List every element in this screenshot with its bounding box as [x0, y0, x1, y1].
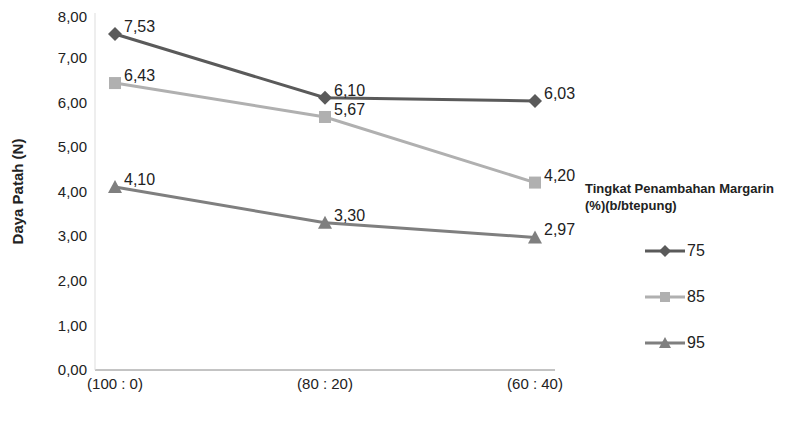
svg-text:2,00: 2,00	[58, 272, 87, 289]
html-text:85: 85	[687, 288, 705, 305]
svg-text:4,00: 4,00	[58, 183, 87, 200]
svg-text:6,10: 6,10	[334, 82, 365, 99]
svg-text:(60 : 40): (60 : 40)	[507, 375, 563, 392]
svg-text:0,00: 0,00	[58, 361, 87, 378]
svg-text:(80 : 20): (80 : 20)	[297, 375, 353, 392]
svg-text:3,30: 3,30	[334, 207, 365, 224]
svg-text:5,67: 5,67	[334, 101, 365, 118]
html-text:95: 95	[687, 334, 705, 351]
svg-text:6,03: 6,03	[544, 85, 575, 102]
html-text:75: 75	[687, 242, 705, 259]
svg-text:Daya Patah (N): Daya Patah (N)	[9, 139, 26, 245]
svg-text:7,53: 7,53	[124, 18, 155, 35]
svg-text:(100 : 0): (100 : 0)	[87, 375, 143, 392]
svg-text:5,00: 5,00	[58, 138, 87, 155]
svg-text:6,00: 6,00	[58, 94, 87, 111]
svg-text:1,00: 1,00	[58, 317, 87, 334]
html-text:Tingkat Penambahan Margarin (%: Tingkat Penambahan Margarin (%)(b/btepun…	[585, 181, 774, 213]
svg-text:7,00: 7,00	[58, 49, 87, 66]
svg-text:3,00: 3,00	[58, 227, 87, 244]
svg-text:4,20: 4,20	[544, 167, 575, 184]
svg-text:4,10: 4,10	[124, 171, 155, 188]
svg-text:2,97: 2,97	[544, 221, 575, 238]
svg-text:6,43: 6,43	[124, 67, 155, 84]
svg-text:8,00: 8,00	[58, 8, 87, 25]
